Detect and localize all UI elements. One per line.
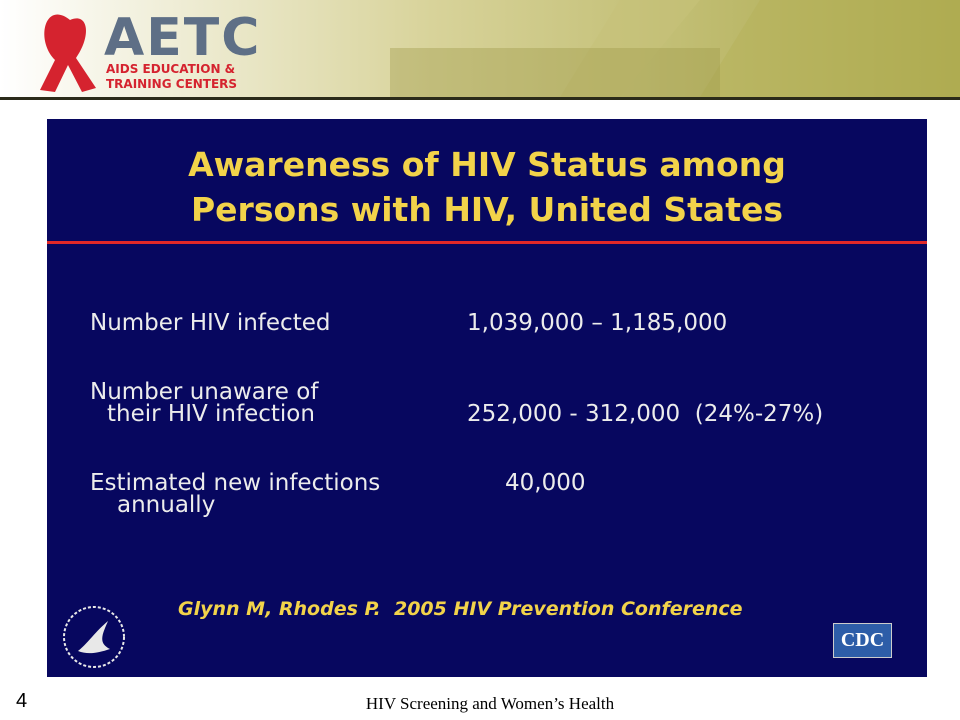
divider [47, 241, 927, 244]
row-value: 252,000 - 312,000 (24%-27%) [467, 401, 824, 427]
row-value: 40,000 [505, 470, 586, 496]
row-label: Estimated new infections [90, 470, 381, 496]
page-number: 4 [16, 690, 28, 712]
row-label: Number unaware of [90, 379, 319, 405]
logo-title: AETC [104, 8, 262, 68]
slide-title: Persons with HIV, United States [190, 190, 784, 229]
logo-line: TRAINING CENTERS [106, 77, 238, 91]
row-label: Number HIV infected [90, 310, 331, 336]
header-banner [0, 0, 960, 100]
row-label: their HIV infection [107, 401, 315, 427]
logo-line: AIDS EDUCATION & [106, 62, 236, 76]
row-value: 1,039,000 – 1,185,000 [467, 310, 728, 336]
row-label: annually [117, 492, 216, 518]
slide-title: Awareness of HIV Status among [188, 145, 786, 184]
slide-panel [47, 119, 927, 677]
cdc-badge: CDC [833, 623, 892, 658]
footer-text: HIV Screening and Women’s Health [365, 694, 615, 713]
hhs-seal [63, 606, 125, 668]
citation: Glynn M, Rhodes P. 2005 HIV Prevention C… [178, 598, 743, 620]
